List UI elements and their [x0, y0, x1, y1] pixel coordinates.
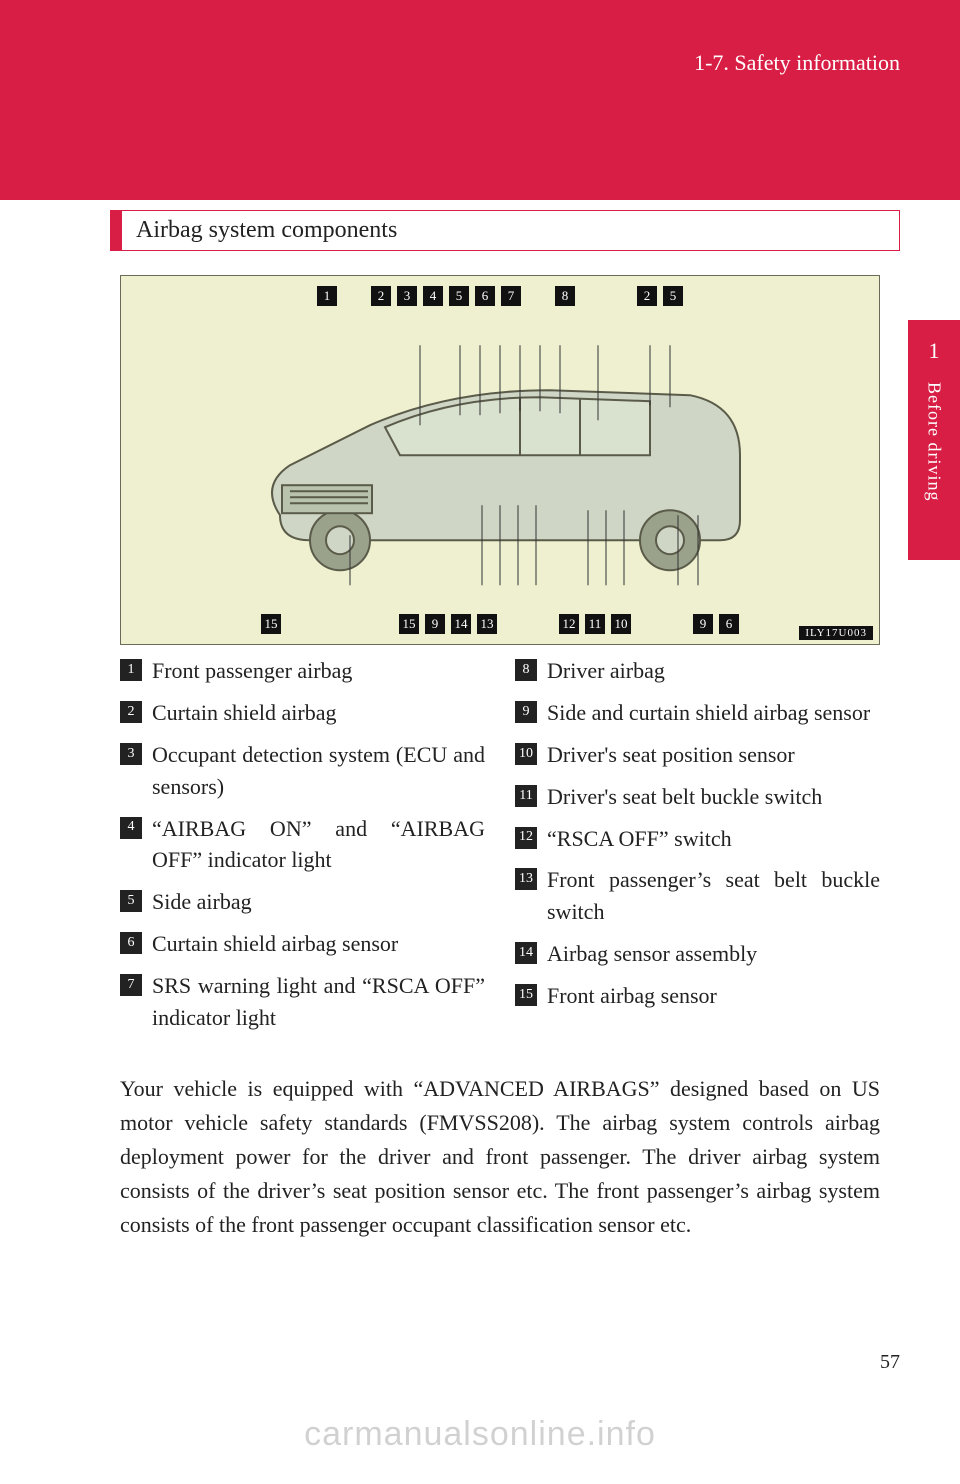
component-item: 6 Curtain shield airbag sensor — [120, 928, 485, 960]
component-number: 13 — [515, 868, 537, 890]
diagram-callout: 7 — [501, 286, 521, 306]
component-item: 7 SRS warning light and “RSCA OFF” indica… — [120, 970, 485, 1034]
component-label: “RSCA OFF” switch — [547, 823, 880, 855]
component-item: 10 Driver's seat position sensor — [515, 739, 880, 771]
component-item: 3 Occupant detection system (ECU and sens… — [120, 739, 485, 803]
diagram-callout: 10 — [611, 614, 631, 634]
component-item: 2 Curtain shield airbag — [120, 697, 485, 729]
manual-page: 1-7. Safety information 1 Before driving… — [0, 0, 960, 1484]
callout-gap — [343, 286, 365, 306]
component-label: Side airbag — [152, 886, 485, 918]
component-label: Front airbag sensor — [547, 980, 880, 1012]
callout-gap — [609, 286, 631, 306]
diagram-callout: 6 — [719, 614, 739, 634]
component-label: Occupant detection system (ECU and senso… — [152, 739, 485, 803]
callout-gap — [665, 614, 687, 634]
callout-gap — [581, 286, 603, 306]
component-list-right: 8 Driver airbag 9 Side and curtain shield a… — [515, 655, 880, 1044]
component-label: Curtain shield airbag — [152, 697, 485, 729]
diagram-image-code: ILY17U003 — [799, 626, 873, 640]
airbag-diagram: 1234567825 — [120, 275, 880, 645]
component-label: Front passenger airbag — [152, 655, 485, 687]
diagram-top-callouts: 1234567825 — [121, 286, 879, 306]
diagram-callout: 12 — [559, 614, 579, 634]
component-number: 10 — [515, 743, 537, 765]
callout-gap — [315, 614, 337, 634]
watermark: carmanualsonline.info — [0, 1415, 960, 1454]
component-item: 8 Driver airbag — [515, 655, 880, 687]
component-item: 5 Side airbag — [120, 886, 485, 918]
chapter-label: Before driving — [924, 382, 945, 501]
callout-gap — [343, 614, 365, 634]
component-number: 12 — [515, 827, 537, 849]
diagram-callout: 8 — [555, 286, 575, 306]
component-list: 1 Front passenger airbag 2 Curtain shield a… — [120, 655, 880, 1044]
diagram-callout: 9 — [425, 614, 445, 634]
component-number: 3 — [120, 743, 142, 765]
component-list-left: 1 Front passenger airbag 2 Curtain shield a… — [120, 655, 485, 1044]
component-item: 13 Front passenger’s seat belt buckle swi… — [515, 864, 880, 928]
page-number: 57 — [880, 1351, 900, 1374]
diagram-callout: 14 — [451, 614, 471, 634]
diagram-callout: 2 — [637, 286, 657, 306]
component-label: Driver's seat belt buckle switch — [547, 781, 880, 813]
callout-gap — [637, 614, 659, 634]
component-item: 14 Airbag sensor assembly — [515, 938, 880, 970]
component-label: SRS warning light and “RSCA OFF” indicat… — [152, 970, 485, 1034]
diagram-callout: 13 — [477, 614, 497, 634]
component-number: 9 — [515, 701, 537, 723]
diagram-callout: 15 — [261, 614, 281, 634]
diagram-bottom-callouts: 15159141312111096 — [121, 614, 879, 634]
component-number: 14 — [515, 942, 537, 964]
callout-gap — [371, 614, 393, 634]
diagram-callout: 11 — [585, 614, 605, 634]
diagram-callout: 9 — [693, 614, 713, 634]
vehicle-illustration — [220, 335, 780, 595]
component-item: 12 “RSCA OFF” switch — [515, 823, 880, 855]
component-item: 15 Front airbag sensor — [515, 980, 880, 1012]
callout-gap — [531, 614, 553, 634]
breadcrumb: 1-7. Safety information — [694, 50, 900, 76]
component-item: 1 Front passenger airbag — [120, 655, 485, 687]
callout-gap — [287, 614, 309, 634]
diagram-callout: 1 — [317, 286, 337, 306]
component-item: 4 “AIRBAG ON” and “AIRBAG OFF” indicator … — [120, 813, 485, 877]
component-label: Driver's seat position sensor — [547, 739, 880, 771]
diagram-callout: 15 — [399, 614, 419, 634]
component-label: Driver airbag — [547, 655, 880, 687]
chapter-side-tab: 1 Before driving — [908, 320, 960, 560]
component-label: Front passenger’s seat belt buckle switc… — [547, 864, 880, 928]
component-item: 9 Side and curtain shield airbag sensor — [515, 697, 880, 729]
callout-gap — [527, 286, 549, 306]
component-number: 6 — [120, 932, 142, 954]
component-label: Airbag sensor assembly — [547, 938, 880, 970]
component-number: 15 — [515, 984, 537, 1006]
component-number: 2 — [120, 701, 142, 723]
component-number: 11 — [515, 785, 537, 807]
diagram-callout: 6 — [475, 286, 495, 306]
diagram-callout: 4 — [423, 286, 443, 306]
callout-gap — [503, 614, 525, 634]
component-number: 5 — [120, 890, 142, 912]
component-number: 8 — [515, 659, 537, 681]
component-label: “AIRBAG ON” and “AIRBAG OFF” indicator l… — [152, 813, 485, 877]
section-heading: Airbag system components — [110, 210, 900, 251]
component-item: 11 Driver's seat belt buckle switch — [515, 781, 880, 813]
header-bar: 1-7. Safety information — [0, 0, 960, 200]
component-number: 7 — [120, 974, 142, 996]
diagram-callout: 3 — [397, 286, 417, 306]
diagram-callout: 5 — [449, 286, 469, 306]
body-paragraph: Your vehicle is equipped with “ADVANCED … — [120, 1072, 880, 1242]
component-number: 4 — [120, 817, 142, 839]
component-label: Curtain shield airbag sensor — [152, 928, 485, 960]
component-number: 1 — [120, 659, 142, 681]
diagram-callout: 2 — [371, 286, 391, 306]
chapter-number: 1 — [929, 338, 940, 364]
component-label: Side and curtain shield airbag sensor — [547, 697, 880, 729]
diagram-callout: 5 — [663, 286, 683, 306]
